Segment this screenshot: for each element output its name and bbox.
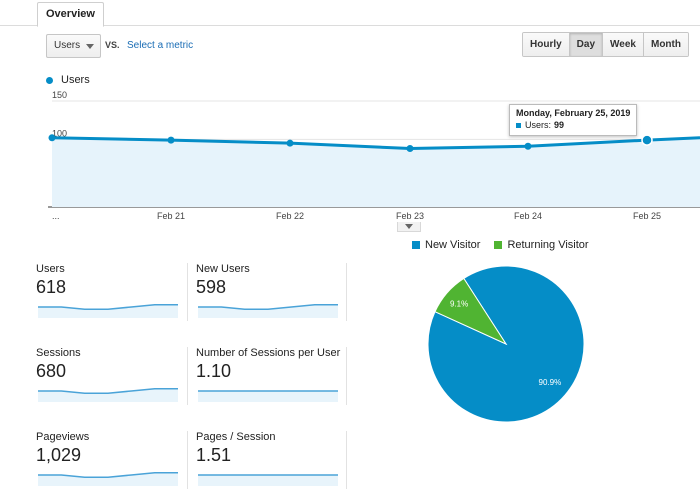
legend-swatch-icon xyxy=(412,241,420,249)
day-button[interactable]: Day xyxy=(568,33,603,56)
metric-value: 618 xyxy=(36,277,67,297)
divider xyxy=(187,431,188,489)
divider xyxy=(346,431,347,489)
tab-overview[interactable]: Overview xyxy=(37,2,104,27)
metric-sparkline xyxy=(38,472,178,486)
tooltip-title: Monday, February 25, 2019 xyxy=(516,108,631,118)
vs-label: VS. xyxy=(105,40,120,50)
data-point[interactable] xyxy=(406,145,414,153)
divider xyxy=(187,263,188,321)
metric-select[interactable]: Users xyxy=(46,34,101,58)
metric-label: Users xyxy=(36,263,65,275)
metric-card-sessions: Sessions 680 xyxy=(36,347,186,412)
data-point[interactable] xyxy=(524,142,532,150)
legend-item-new-visitor[interactable]: New Visitor xyxy=(412,239,480,251)
legend-series-label: Users xyxy=(61,74,90,86)
metric-card-sessions-per-user: Number of Sessions per User 1.10 xyxy=(196,347,346,412)
metric-card-new-users: New Users 598 xyxy=(196,263,346,328)
data-point[interactable] xyxy=(286,139,294,147)
series-area xyxy=(52,137,700,207)
sparkline-area xyxy=(198,304,338,318)
metric-label: Pageviews xyxy=(36,431,90,443)
chevron-down-icon xyxy=(86,44,94,49)
tooltip-label: Users: xyxy=(525,120,552,130)
metric-value: 598 xyxy=(196,277,227,297)
hourly-button[interactable]: Hourly xyxy=(523,33,569,56)
chevron-down-icon xyxy=(405,224,413,229)
metric-value: 1.51 xyxy=(196,445,232,465)
pie-slice[interactable] xyxy=(434,277,508,346)
x-tick-label: ... xyxy=(52,211,60,221)
sparkline-area xyxy=(198,391,338,402)
metric-value: 1,029 xyxy=(36,445,82,465)
metric-label: Pages / Session xyxy=(196,431,276,443)
metric-sparkline xyxy=(198,304,338,318)
legend-item-returning-visitor[interactable]: Returning Visitor xyxy=(494,239,589,251)
collapse-toggle[interactable] xyxy=(397,222,421,232)
y-tick-label: 100 xyxy=(52,128,67,138)
divider xyxy=(346,263,347,321)
pie-slice-label: 9.1% xyxy=(450,299,468,308)
x-tick-label: Feb 22 xyxy=(276,211,304,221)
x-tick-label: Feb 24 xyxy=(514,211,542,221)
metric-label: Sessions xyxy=(36,347,81,359)
metric-sparkline xyxy=(198,390,338,402)
series-dot-icon xyxy=(46,76,53,84)
metric-sparkline xyxy=(198,474,338,486)
visitor-pie-chart[interactable]: 90.9% 9.1% xyxy=(426,264,586,424)
granularity-buttons: Hourly Day Week Month xyxy=(522,32,689,57)
x-tick-label: Feb 23 xyxy=(396,211,424,221)
data-point[interactable] xyxy=(48,134,56,142)
x-tick-label: Feb 25 xyxy=(633,211,661,221)
x-tick-label: Feb 21 xyxy=(157,211,185,221)
pie-legend: New Visitor Returning Visitor xyxy=(412,239,603,251)
metric-label: Number of Sessions per User xyxy=(196,347,341,359)
metric-sparkline xyxy=(38,388,178,402)
pie-slice-label: 90.9% xyxy=(539,378,562,387)
metric-card-users: Users 618 xyxy=(36,263,186,328)
legend-label: New Visitor xyxy=(425,239,481,251)
sparkline-line xyxy=(38,388,178,394)
tab-bar: Overview xyxy=(0,0,700,27)
data-point[interactable] xyxy=(167,136,175,144)
tooltip-row: Users: 99 xyxy=(516,120,630,130)
sparkline-area xyxy=(198,475,338,486)
legend-swatch-icon xyxy=(494,241,503,249)
select-metric-link[interactable]: Select a metric xyxy=(127,40,194,51)
metric-select-value: Users xyxy=(54,40,81,51)
sparkline-line xyxy=(198,304,338,310)
divider xyxy=(187,347,188,405)
metric-card-pages-per-session: Pages / Session 1.51 xyxy=(196,431,346,490)
metric-value: 680 xyxy=(36,361,67,381)
y-tick-label: 150 xyxy=(52,90,67,100)
tooltip-value: 99 xyxy=(554,120,565,130)
month-button[interactable]: Month xyxy=(642,33,688,56)
metric-card-pageviews: Pageviews 1,029 xyxy=(36,431,186,490)
sparkline-area xyxy=(38,304,178,318)
tooltip-swatch-icon xyxy=(516,122,521,128)
data-point[interactable] xyxy=(641,134,653,146)
sparkline-line xyxy=(38,304,178,310)
week-button[interactable]: Week xyxy=(602,33,643,56)
sparkline-area xyxy=(38,388,178,402)
metric-label: New Users xyxy=(196,263,250,275)
sparkline-area xyxy=(38,472,178,486)
line-chart-legend: Users xyxy=(46,74,90,86)
sparkline-line xyxy=(38,472,178,478)
divider xyxy=(346,347,347,405)
metric-sparkline xyxy=(38,304,178,318)
metric-value: 1.10 xyxy=(196,361,232,381)
chart-tooltip: Monday, February 25, 2019 Users: 99 xyxy=(509,104,637,136)
legend-label: Returning Visitor xyxy=(507,239,589,251)
